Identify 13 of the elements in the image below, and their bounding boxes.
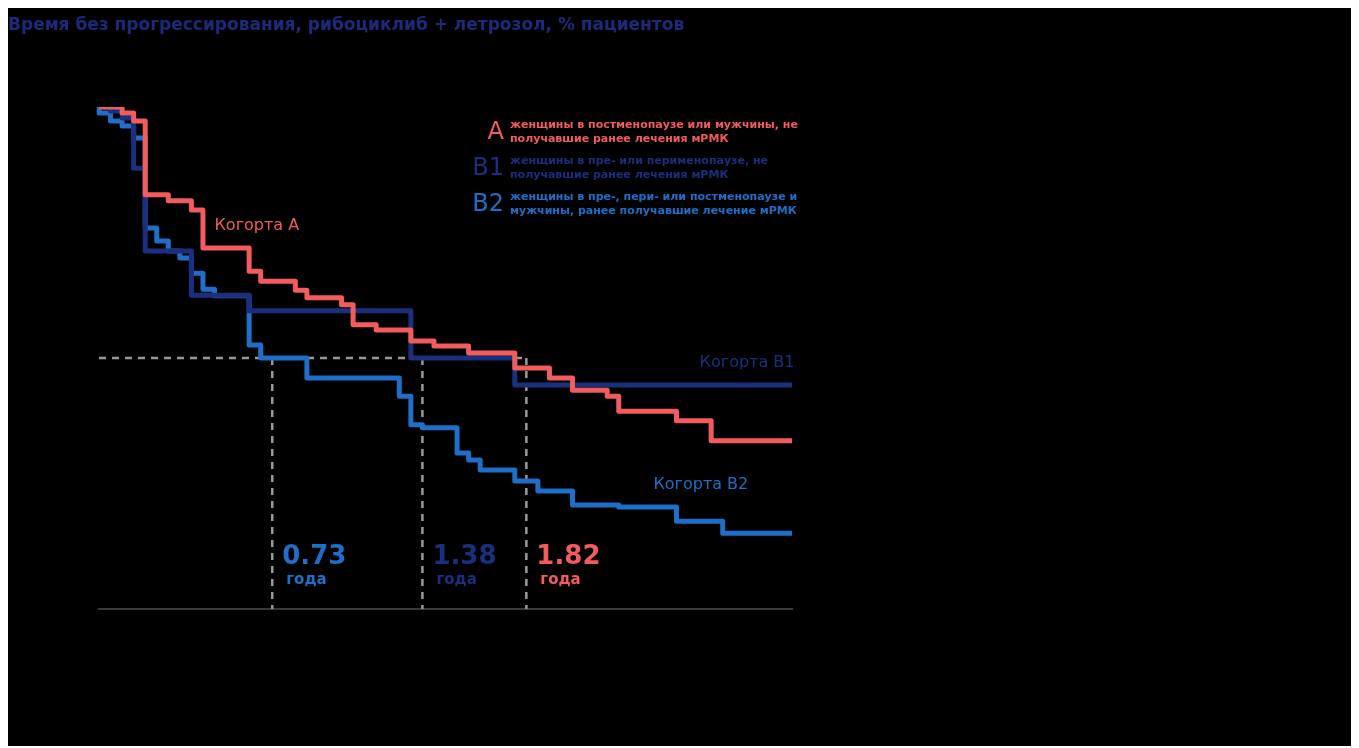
annotation: женщины в пре- или перименопаузе, не получавшие ранее лечения мРМК [510, 154, 770, 182]
annotation: женщины в постменопаузе или мужчины, не получавшие ранее лечения мРМК [510, 118, 799, 146]
chart-title: Время без прогрессирования, рибоциклиб + летрозол, % пациентов [8, 13, 686, 36]
annotation: B1 [471, 153, 505, 181]
series-label: Когорта A [214, 215, 300, 235]
series-label: Когорта B2 [653, 474, 749, 494]
annotation: A [486, 117, 505, 145]
series-label: Когорта B1 [699, 352, 795, 372]
annotation: 1.38 года [432, 539, 497, 588]
annotation: B2 [471, 189, 505, 217]
annotation: 0.73 года [282, 539, 347, 588]
annotation: 1.82 года [536, 539, 601, 588]
annotation: женщины в пре-, пери- или постменопаузе и мужчины, ранее получавшие лечение мРМК [510, 190, 799, 218]
